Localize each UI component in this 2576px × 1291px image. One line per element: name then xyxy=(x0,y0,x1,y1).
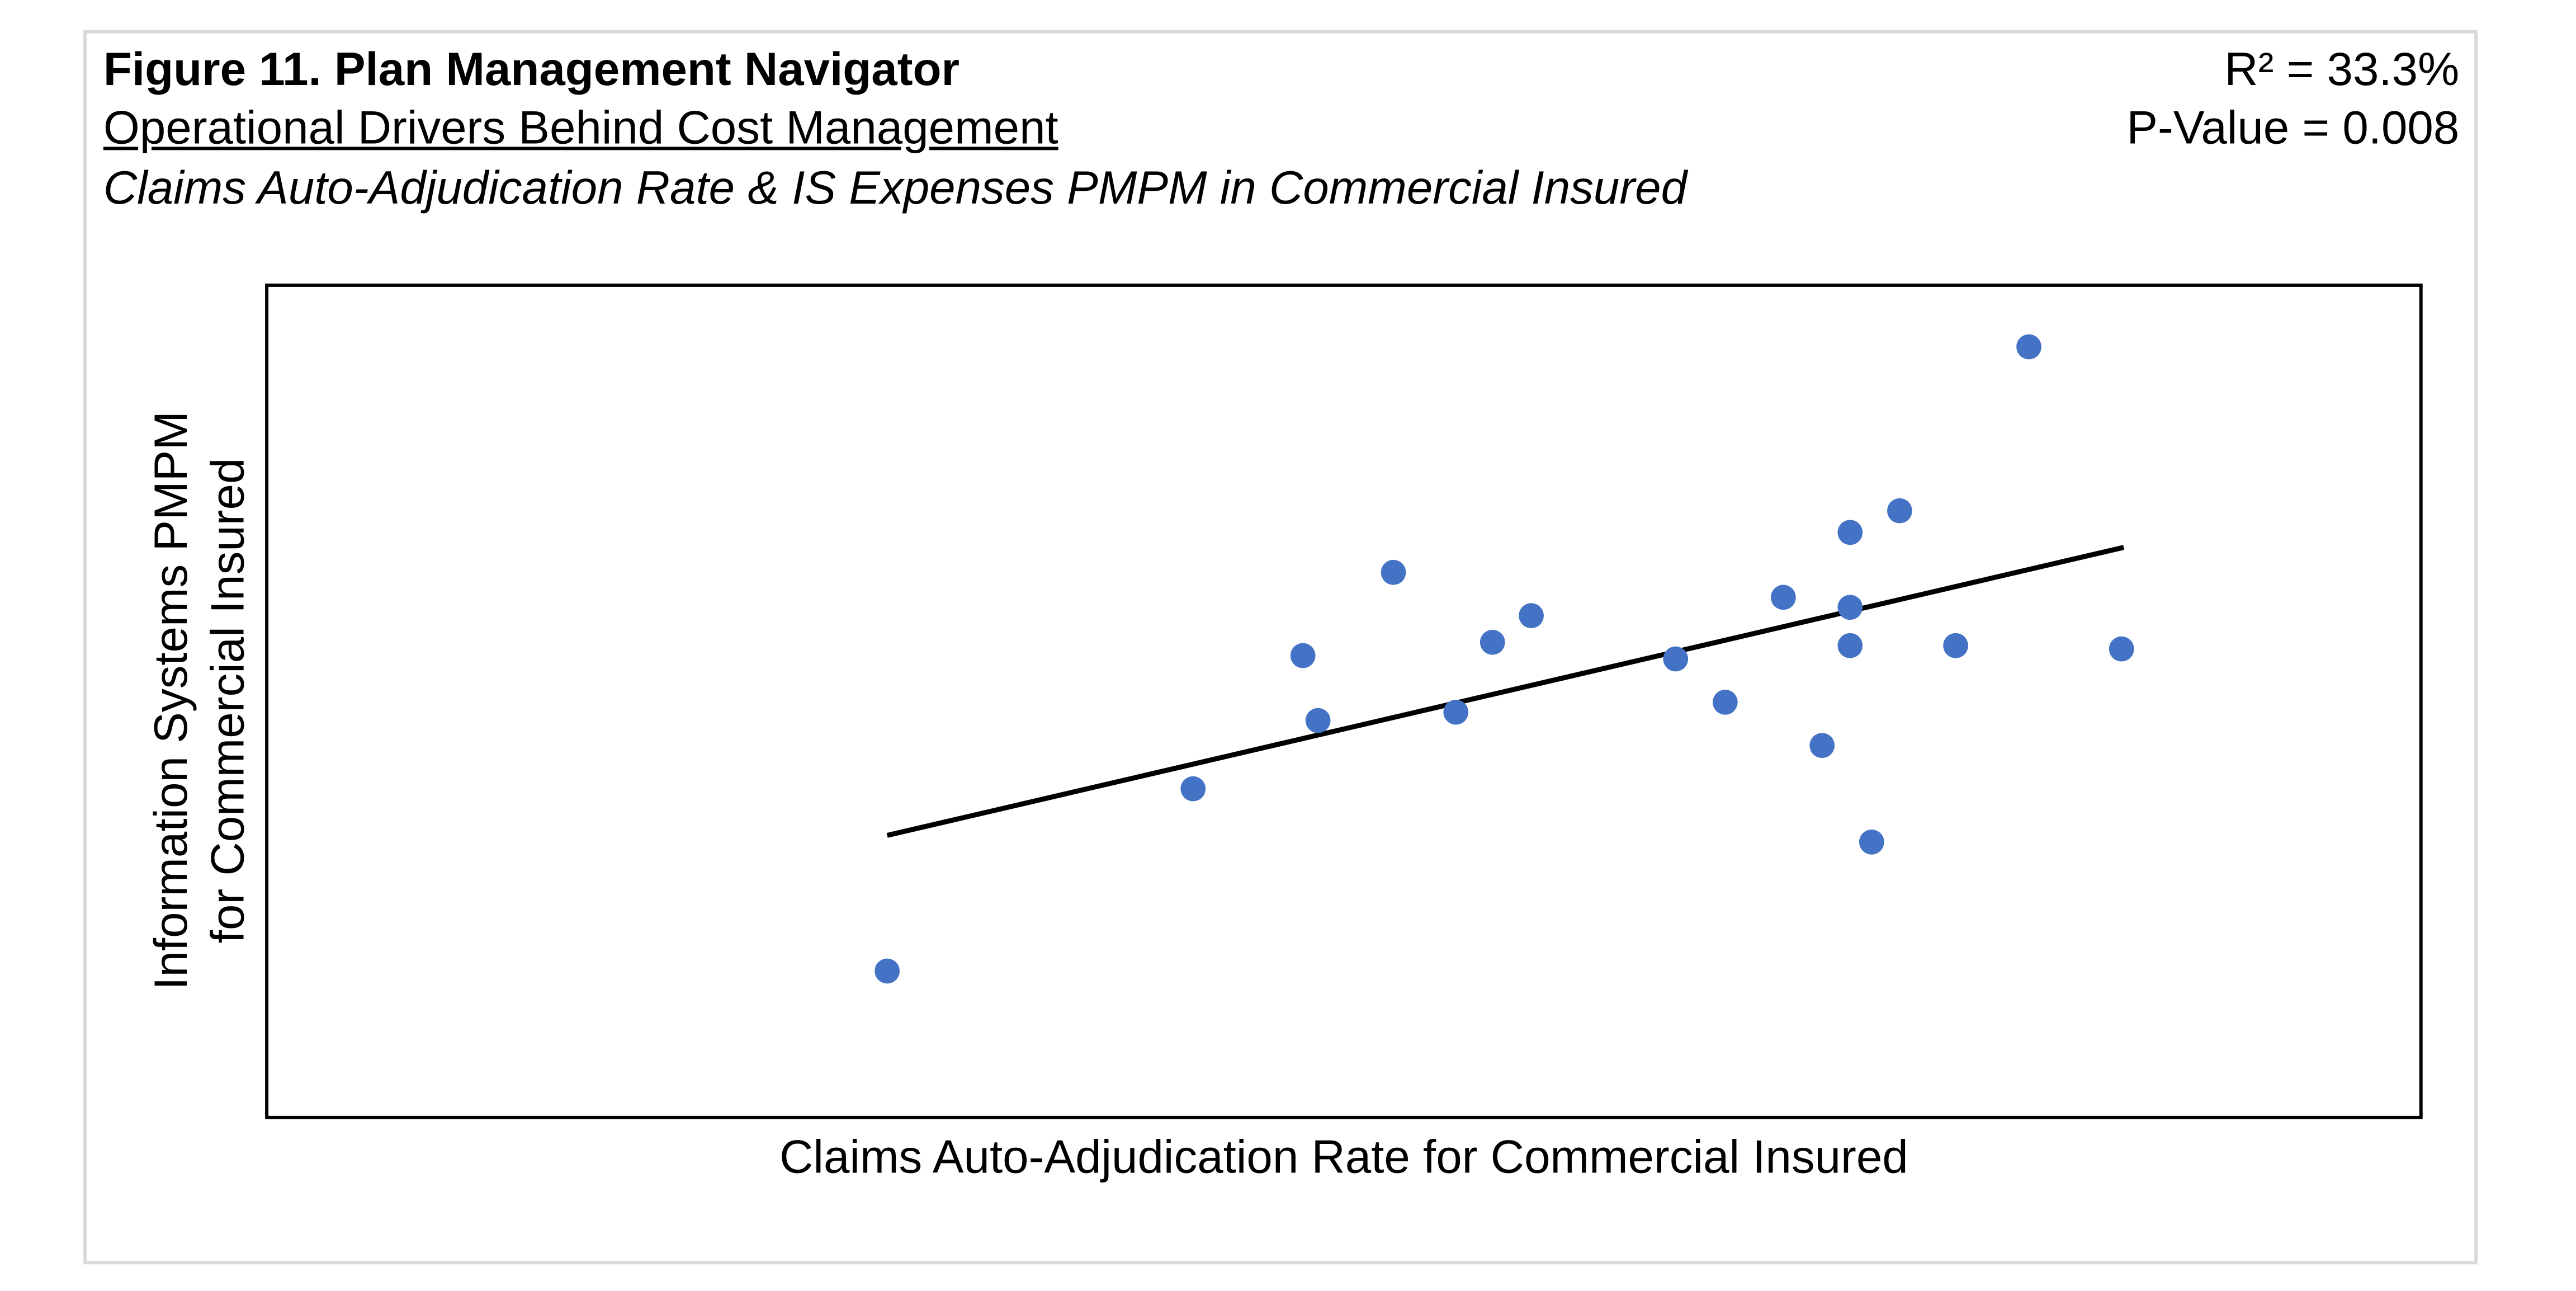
data-point xyxy=(1837,520,1863,545)
data-point xyxy=(1443,699,1469,725)
data-point xyxy=(1837,633,1863,658)
y-axis-label-line-2: for Commercial Insured xyxy=(201,458,254,944)
y-axis-label-line-1: Information Systems PMPM xyxy=(145,411,197,990)
data-point xyxy=(1770,585,1796,610)
data-point xyxy=(1663,646,1689,672)
data-point xyxy=(875,958,900,984)
data-point xyxy=(1712,690,1738,715)
data-point xyxy=(1180,776,1206,802)
data-point xyxy=(1480,629,1505,655)
p-value-label: P-Value = 0.008 xyxy=(2126,101,2460,154)
figure-description: Claims Auto-Adjudication Rate & IS Expen… xyxy=(103,162,1688,214)
data-point xyxy=(2109,636,2134,662)
data-point xyxy=(1381,559,1406,585)
figure-subtitle: Operational Drivers Behind Cost Manageme… xyxy=(103,101,1058,154)
data-point xyxy=(1837,595,1863,620)
data-point xyxy=(2016,334,2041,360)
data-point xyxy=(1943,633,1968,658)
plot-area-border xyxy=(265,283,2423,1119)
data-point xyxy=(1809,733,1835,758)
r-squared-label: R² = 33.3% xyxy=(2224,43,2460,95)
figure-title: Figure 11. Plan Management Navigator xyxy=(103,43,960,95)
x-axis-label: Claims Auto-Adjudication Rate for Commer… xyxy=(779,1130,1908,1183)
data-point xyxy=(1859,829,1884,855)
trendline xyxy=(886,545,2125,838)
data-point xyxy=(1290,643,1316,668)
figure-frame xyxy=(83,30,2478,1265)
data-point xyxy=(1305,708,1331,733)
y-axis-label: Information Systems PMPM for Commercial … xyxy=(143,411,257,990)
data-point xyxy=(1887,498,1912,524)
data-point xyxy=(1519,603,1544,628)
